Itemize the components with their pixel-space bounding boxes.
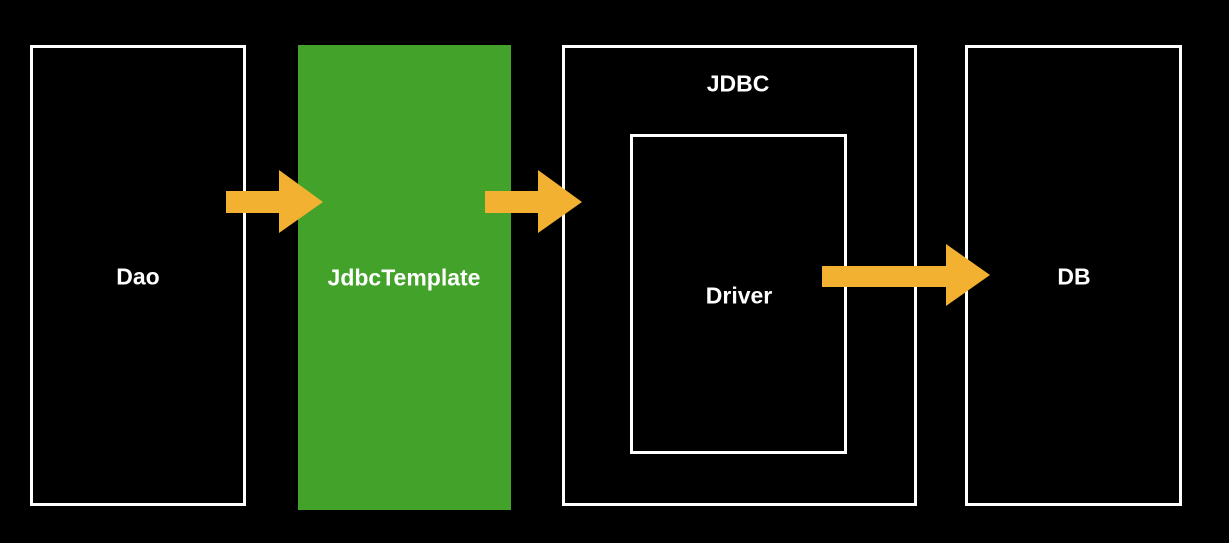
jdbc-template-label: JdbcTemplate: [327, 264, 481, 291]
arrow-dao-to-template-icon: [226, 170, 323, 233]
arrow-driver-to-db-icon: [822, 244, 990, 306]
db-label: DB: [1057, 263, 1091, 290]
jdbc-label: JDBC: [706, 70, 770, 97]
driver-label: Driver: [705, 282, 773, 309]
driver-box: [630, 134, 847, 454]
dao-box: [30, 45, 246, 506]
arrow-shape: [485, 170, 582, 233]
jdbc-template-box: [298, 45, 511, 510]
arrow-shape: [226, 170, 323, 233]
dao-label: Dao: [116, 263, 160, 290]
arrow-shape: [822, 244, 990, 306]
arrow-template-to-jdbc-icon: [485, 170, 582, 233]
